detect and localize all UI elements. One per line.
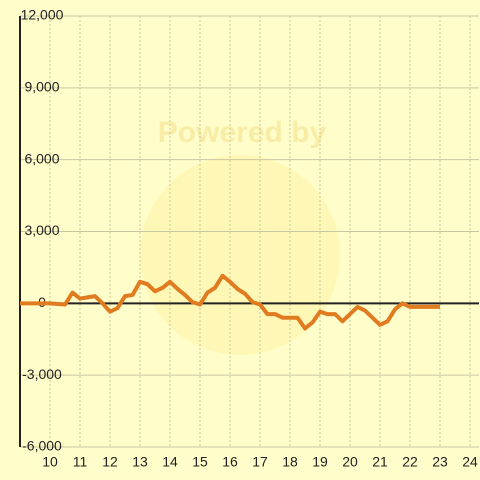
x-tick-label: 15 <box>192 454 208 470</box>
y-tick-label: 9,000 <box>24 79 59 95</box>
y-tick-label: 6,000 <box>24 150 59 166</box>
x-tick-label: 13 <box>132 454 148 470</box>
x-tick-label: 20 <box>342 454 358 470</box>
data-line <box>20 273 440 331</box>
x-tick-label: 24 <box>462 454 478 470</box>
x-tick-label: 10 <box>42 454 58 470</box>
y-tick-label: 12,000 <box>21 7 64 23</box>
x-tick-label: 12 <box>102 454 118 470</box>
x-tick-label: 22 <box>402 454 418 470</box>
x-tick-label: 17 <box>252 454 268 470</box>
x-tick-label: 16 <box>222 454 238 470</box>
y-tick-label: -3,000 <box>22 366 62 382</box>
x-tick-label: 11 <box>73 454 88 470</box>
y-tick-label: -6,000 <box>22 438 62 454</box>
watermark: Powered by <box>158 116 327 149</box>
x-tick-label: 21 <box>372 454 388 470</box>
x-tick-label: 14 <box>162 454 178 470</box>
x-tick-label: 18 <box>282 454 298 470</box>
y-tick-label: 3,000 <box>24 222 59 238</box>
x-tick-label: 19 <box>312 454 328 470</box>
x-tick-label: 23 <box>432 454 448 470</box>
